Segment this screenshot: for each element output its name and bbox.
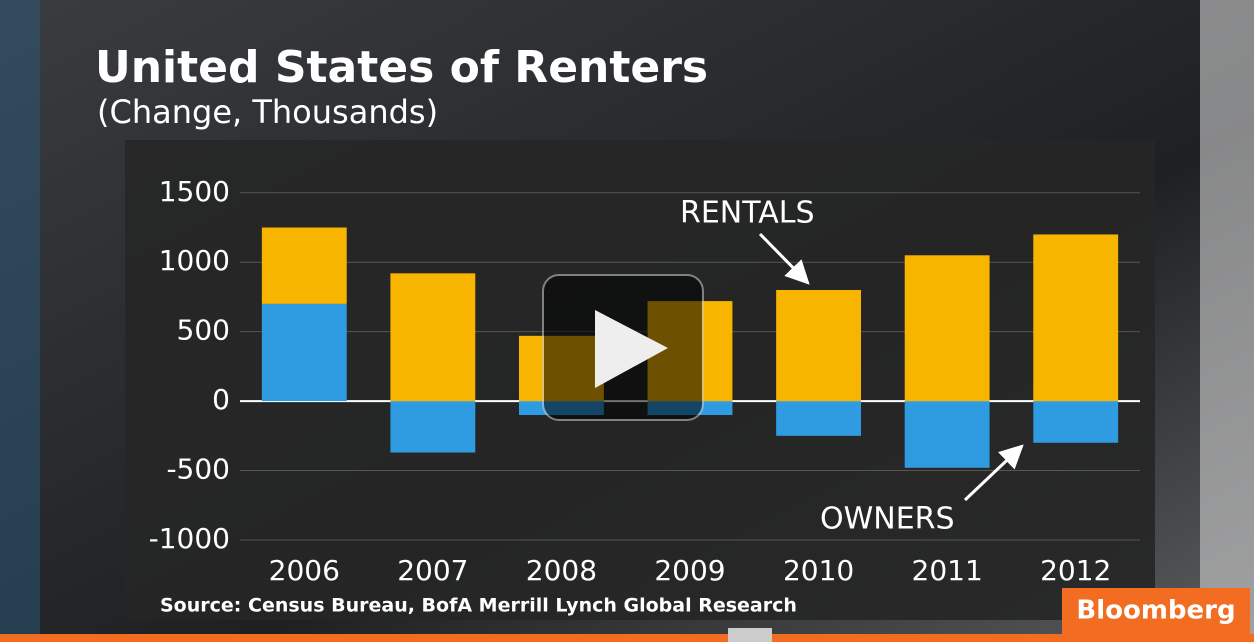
annotation-arrow xyxy=(963,444,1024,502)
bar xyxy=(261,227,347,304)
bar xyxy=(390,273,476,402)
right-edge xyxy=(1200,0,1254,642)
bar xyxy=(1033,234,1119,402)
bar xyxy=(261,303,347,402)
x-tick-label: 2008 xyxy=(526,554,597,587)
bar xyxy=(776,401,861,436)
left-edge xyxy=(0,0,40,642)
bar xyxy=(1033,401,1119,443)
annotation: RENTALS xyxy=(680,196,815,231)
y-tick-label: 1500 xyxy=(159,175,230,208)
x-tick-label: 2010 xyxy=(783,554,854,587)
x-tick-label: 2012 xyxy=(1040,554,1111,587)
brand-box xyxy=(1062,588,1250,634)
chart-subtitle: (Change, Thousands) xyxy=(97,93,438,131)
y-tick-label: 0 xyxy=(212,383,230,416)
annotation: OWNERS xyxy=(820,502,955,537)
play-button[interactable] xyxy=(542,274,704,421)
y-tick-label: -500 xyxy=(166,453,230,486)
x-tick-label: 2006 xyxy=(269,554,340,587)
progress-bar[interactable] xyxy=(0,634,1254,642)
source: Source: Census Bureau, BofA Merrill Lync… xyxy=(160,595,797,617)
annotation-arrow xyxy=(758,232,810,285)
scrubber[interactable] xyxy=(728,628,772,642)
y-tick-label: -1000 xyxy=(149,522,230,555)
bar xyxy=(776,290,861,402)
x-tick-label: 2007 xyxy=(397,554,468,587)
play-icon[interactable] xyxy=(595,310,668,388)
x-tick-label: 2011 xyxy=(912,554,983,587)
y-tick-label: 500 xyxy=(177,314,230,347)
y-tick-label: 1000 xyxy=(159,244,230,277)
bar xyxy=(904,255,990,402)
bar xyxy=(390,401,476,453)
chart-title: United States of Renters xyxy=(95,42,708,93)
x-tick-label: 2009 xyxy=(654,554,725,587)
bar xyxy=(904,401,990,468)
brand: Bloomberg xyxy=(1076,596,1235,626)
